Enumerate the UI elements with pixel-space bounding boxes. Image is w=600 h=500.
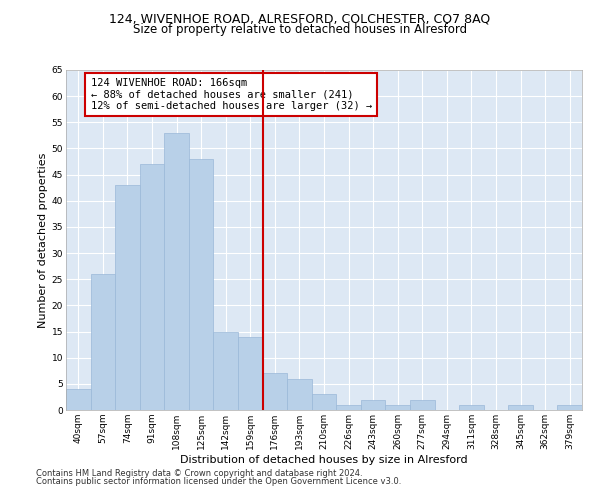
X-axis label: Distribution of detached houses by size in Alresford: Distribution of detached houses by size … <box>180 454 468 464</box>
Bar <box>361 400 385 410</box>
Bar <box>557 405 582 410</box>
Bar <box>214 332 238 410</box>
Text: 124 WIVENHOE ROAD: 166sqm
← 88% of detached houses are smaller (241)
12% of semi: 124 WIVENHOE ROAD: 166sqm ← 88% of detac… <box>91 78 372 111</box>
Bar <box>508 405 533 410</box>
Bar <box>238 337 263 410</box>
Y-axis label: Number of detached properties: Number of detached properties <box>38 152 47 328</box>
Text: Size of property relative to detached houses in Alresford: Size of property relative to detached ho… <box>133 22 467 36</box>
Bar <box>385 405 410 410</box>
Bar <box>66 389 91 410</box>
Text: Contains public sector information licensed under the Open Government Licence v3: Contains public sector information licen… <box>36 477 401 486</box>
Bar <box>164 133 189 410</box>
Bar <box>189 159 214 410</box>
Bar <box>336 405 361 410</box>
Bar <box>287 378 312 410</box>
Bar <box>263 374 287 410</box>
Bar <box>410 400 434 410</box>
Bar <box>91 274 115 410</box>
Text: Contains HM Land Registry data © Crown copyright and database right 2024.: Contains HM Land Registry data © Crown c… <box>36 468 362 477</box>
Bar <box>140 164 164 410</box>
Text: 124, WIVENHOE ROAD, ALRESFORD, COLCHESTER, CO7 8AQ: 124, WIVENHOE ROAD, ALRESFORD, COLCHESTE… <box>109 12 491 26</box>
Bar <box>115 185 140 410</box>
Bar <box>459 405 484 410</box>
Bar <box>312 394 336 410</box>
